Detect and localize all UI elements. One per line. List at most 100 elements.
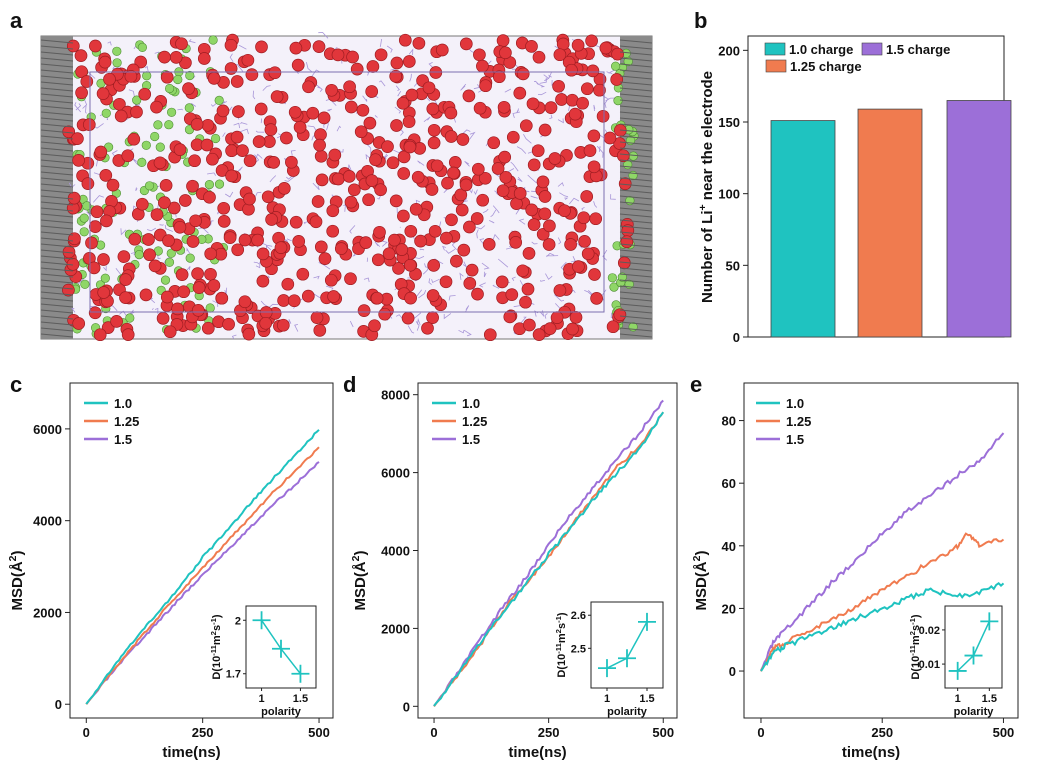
series-line-1-25 bbox=[433, 411, 665, 707]
y-tick-label: 8000 bbox=[381, 388, 410, 403]
legend-label: 1.5 bbox=[786, 432, 804, 447]
plot-frame bbox=[743, 382, 1019, 719]
panel-label-d: d bbox=[343, 372, 356, 397]
x-tick-label: 500 bbox=[652, 725, 674, 740]
series-line-1-0 bbox=[85, 429, 320, 705]
panel-label-a: a bbox=[10, 8, 23, 33]
legend-swatch bbox=[764, 42, 786, 56]
inset-point bbox=[948, 661, 967, 680]
inset-point bbox=[291, 664, 310, 683]
y-tick-label: 4000 bbox=[381, 544, 410, 559]
md-snapshot-image bbox=[40, 32, 653, 342]
inset-point bbox=[964, 646, 983, 665]
legend-label: 1.5 charge bbox=[886, 42, 950, 57]
panel-label-c: c bbox=[10, 372, 22, 397]
y-tick-label: 200 bbox=[718, 43, 740, 58]
y-tick-label: 0 bbox=[729, 664, 736, 679]
inset-point bbox=[252, 611, 271, 630]
inset-y-axis-label: D(10-11m2s-1) bbox=[554, 612, 569, 678]
y-tick-label: 80 bbox=[722, 414, 736, 429]
inset-y-axis-label: D(10-11m2s-1) bbox=[908, 614, 923, 680]
bar-1-0-charge bbox=[770, 120, 836, 338]
y-tick-label: 100 bbox=[718, 187, 740, 202]
ion-atoms bbox=[62, 33, 639, 342]
bar-1-5-charge bbox=[946, 100, 1012, 338]
y-tick-label: 4000 bbox=[33, 514, 62, 529]
inset-x-tick-label: 1 bbox=[604, 693, 610, 705]
inset-point bbox=[638, 612, 656, 631]
x-tick-label: 0 bbox=[83, 725, 90, 740]
inset-frame bbox=[590, 601, 664, 689]
line-chart-e: 0 20 40 60 80 0 250 500 time(ns) MSD(Å2) 1.0 1.25 1.… bbox=[691, 382, 1019, 761]
inset-x-axis-label: polarity bbox=[261, 706, 302, 718]
panel-label-b: b bbox=[694, 8, 707, 33]
y-axis-label: MSD(Å2) bbox=[7, 550, 26, 610]
x-tick-label: 250 bbox=[871, 725, 893, 740]
inset-x-axis-label: polarity bbox=[954, 706, 995, 718]
series-line-1-0 bbox=[433, 411, 665, 707]
series-line-1-5 bbox=[433, 399, 664, 707]
legend-label: 1.5 bbox=[114, 432, 132, 447]
legend-label: 1.0 bbox=[462, 396, 480, 411]
inset-y-tick-label: 2 bbox=[235, 615, 241, 627]
y-axis-label: MSD(Å2) bbox=[350, 550, 369, 610]
x-tick-label: 0 bbox=[430, 725, 437, 740]
bar-chart-b: 0 50 100 150 200 1.0 charge 1.25 charge 1.5 cha… bbox=[697, 35, 1012, 345]
y-axis-label: Number of Li+ near the electrode bbox=[697, 71, 716, 303]
legend-swatch bbox=[861, 42, 883, 56]
inset-x-tick-label: 1.5 bbox=[982, 693, 997, 705]
x-tick-label: 500 bbox=[308, 725, 330, 740]
x-axis-label: time(ns) bbox=[508, 744, 566, 761]
plot-frame bbox=[69, 382, 334, 719]
x-tick-label: 250 bbox=[538, 725, 560, 740]
series-line-1-5 bbox=[760, 432, 1005, 671]
bar-1-25-charge bbox=[857, 108, 923, 338]
x-tick-label: 0 bbox=[757, 725, 764, 740]
legend-label: 1.5 bbox=[462, 432, 480, 447]
y-tick-label: 50 bbox=[726, 258, 740, 273]
panel-label-e: e bbox=[690, 372, 702, 397]
x-axis-label: time(ns) bbox=[842, 744, 900, 761]
inset-point bbox=[272, 639, 290, 658]
series-line-1-25 bbox=[85, 446, 320, 705]
y-tick-label: 20 bbox=[722, 601, 736, 616]
legend-label: 1.25 charge bbox=[790, 59, 862, 74]
y-tick-label: 60 bbox=[722, 476, 736, 491]
inset-y-tick-label: 2.5 bbox=[571, 643, 586, 655]
x-tick-label: 250 bbox=[192, 725, 214, 740]
legend-label: 1.25 bbox=[786, 414, 811, 429]
legend-swatch bbox=[765, 59, 787, 73]
inset-point bbox=[598, 659, 616, 678]
series-line-1-0 bbox=[760, 582, 1005, 672]
inset-y-tick-label: 1.7 bbox=[226, 669, 241, 681]
inset-point bbox=[618, 649, 636, 668]
y-tick-label: 6000 bbox=[33, 422, 62, 437]
y-tick-label: 0 bbox=[55, 697, 62, 712]
legend-label: 1.0 charge bbox=[789, 42, 853, 57]
line-chart-d: 0 2000 4000 6000 8000 0 250 500 time(ns) MSD(Å2) 1… bbox=[350, 382, 678, 761]
y-tick-label: 2000 bbox=[33, 605, 62, 620]
x-axis-label: time(ns) bbox=[162, 744, 220, 761]
inset-x-tick-label: 1 bbox=[258, 693, 264, 705]
inset-y-tick-label: 0.01 bbox=[919, 659, 940, 671]
inset-y-tick-label: 0.02 bbox=[919, 625, 940, 637]
y-axis-label: MSD(Å2) bbox=[691, 550, 710, 610]
legend-label: 1.0 bbox=[786, 396, 804, 411]
legend-label: 1.25 bbox=[114, 414, 139, 429]
line-chart-c: 0 2000 4000 6000 0 250 500 time(ns) MSD(Å2) 1.0 1.… bbox=[7, 382, 334, 761]
inset-x-tick-label: 1 bbox=[955, 693, 961, 705]
inset-point bbox=[980, 612, 999, 631]
inset-x-tick-label: 1.5 bbox=[293, 693, 308, 705]
y-tick-label: 2000 bbox=[381, 621, 410, 636]
y-tick-label: 0 bbox=[403, 699, 410, 714]
inset-y-axis-label: D(10-11m2s-1) bbox=[209, 614, 224, 680]
legend-label: 1.25 bbox=[462, 414, 487, 429]
inset-y-tick-label: 2.6 bbox=[571, 610, 586, 622]
y-tick-label: 0 bbox=[733, 330, 740, 345]
x-tick-label: 500 bbox=[993, 725, 1015, 740]
inset-x-tick-label: 1.5 bbox=[639, 693, 654, 705]
legend-label: 1.0 bbox=[114, 396, 132, 411]
y-tick-label: 40 bbox=[722, 539, 736, 554]
y-tick-label: 6000 bbox=[381, 466, 410, 481]
